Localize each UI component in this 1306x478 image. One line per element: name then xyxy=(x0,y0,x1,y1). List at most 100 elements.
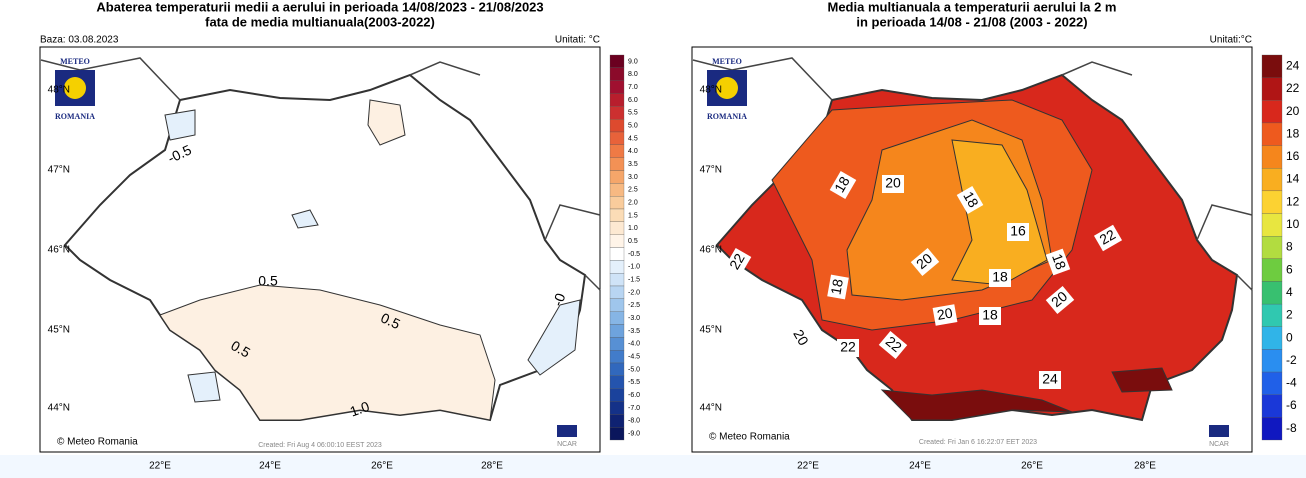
lon-label: 22°E xyxy=(797,461,819,472)
contour-label: 18 xyxy=(992,269,1008,285)
contour-area xyxy=(527,299,581,376)
legend-label: 4 xyxy=(1286,285,1293,299)
legend-label: 6.0 xyxy=(628,97,638,104)
legend-swatch xyxy=(609,362,625,376)
legend-swatch xyxy=(609,414,625,428)
legend-swatch xyxy=(609,119,625,133)
legend-label: 1.0 xyxy=(628,225,638,232)
legend-label: -4.0 xyxy=(628,341,640,348)
legend-label: -6.0 xyxy=(628,392,640,399)
credit: © Meteo Romania xyxy=(709,432,790,443)
lon-label: 28°E xyxy=(1134,461,1156,472)
legend-swatch xyxy=(1261,168,1283,192)
legend-swatch xyxy=(609,144,625,158)
logo-mark xyxy=(716,77,738,99)
contour-label-box xyxy=(932,304,958,326)
legend-label: -5.5 xyxy=(628,379,640,386)
contour-label-box xyxy=(878,331,908,359)
legend-label: -3.5 xyxy=(628,328,640,335)
legend-label: 4.5 xyxy=(628,135,638,142)
lat-label: 48°N xyxy=(700,85,722,96)
created: Created: Fri Aug 4 06:00:10 EEST 2023 xyxy=(258,442,382,449)
contour-label-box xyxy=(882,175,904,193)
legend-label: 5.5 xyxy=(628,110,638,117)
lat-label: 44°N xyxy=(700,403,722,414)
logo: METEO ROMANIA xyxy=(55,57,95,121)
lon-label: 24°E xyxy=(909,461,931,472)
ncar-logo xyxy=(1209,425,1229,437)
legend-swatch xyxy=(1261,371,1283,395)
contour-area xyxy=(159,284,496,421)
legend-label: 8.0 xyxy=(628,71,638,78)
contour-label: 22 xyxy=(840,339,856,355)
legend-swatch xyxy=(1261,122,1283,146)
contour-label-box xyxy=(837,339,859,357)
legend-label: 10 xyxy=(1286,217,1300,231)
contour-area xyxy=(1111,367,1173,393)
legend-swatch xyxy=(609,311,625,325)
contour-label: 22 xyxy=(726,250,748,272)
legend-swatch xyxy=(1261,77,1283,101)
contour-label-box xyxy=(829,170,857,200)
units: Unitati: °C xyxy=(555,35,600,46)
contour-label: 18 xyxy=(982,307,998,323)
contour-label: 22 xyxy=(1097,226,1119,248)
contour-area xyxy=(367,99,406,146)
legend-label: 1.5 xyxy=(628,212,638,219)
title: Media multianuala a temperaturii aerului… xyxy=(828,0,1117,14)
contour-label: 18 xyxy=(1049,252,1069,272)
legend-swatch xyxy=(609,131,625,145)
legend-swatch xyxy=(609,388,625,402)
legend-swatch xyxy=(609,157,625,171)
credit: © Meteo Romania xyxy=(57,437,138,448)
legend-swatch xyxy=(609,427,625,441)
logo-mark xyxy=(64,77,86,99)
legend-swatch xyxy=(1261,236,1283,259)
legend-swatch xyxy=(1261,258,1283,282)
legend-label: -7.0 xyxy=(628,405,640,412)
contour-label: 18 xyxy=(960,189,982,211)
legend-swatch xyxy=(1261,190,1283,214)
legend-swatch xyxy=(1261,281,1283,305)
legend-label: 18 xyxy=(1286,126,1300,140)
title: Abaterea temperaturii medii a aerului in… xyxy=(96,0,543,14)
contour-label: 1.0 xyxy=(348,398,372,420)
legend-label: 24 xyxy=(1286,58,1300,72)
legend-label: -2.5 xyxy=(628,302,640,309)
border-line xyxy=(692,57,1253,291)
contour-label-box xyxy=(1045,286,1075,314)
contour-label-box xyxy=(827,274,849,300)
lat-label: 45°N xyxy=(48,325,70,336)
legend-swatch xyxy=(609,234,625,248)
contour-label-box xyxy=(910,248,940,276)
legend-label: 14 xyxy=(1286,172,1300,186)
lat-label: 47°N xyxy=(700,165,722,176)
contour-label: 0.5 xyxy=(258,273,278,289)
legend-swatch xyxy=(1261,145,1283,169)
contour-label: 20 xyxy=(885,175,901,191)
map-body xyxy=(692,57,1253,422)
legend-swatch xyxy=(609,106,625,120)
legend-label: -2.0 xyxy=(628,289,640,296)
legend-swatch xyxy=(609,196,625,210)
ncar-logo xyxy=(557,425,577,437)
lat-label: 48°N xyxy=(48,85,70,96)
logo-text: METEO xyxy=(712,57,742,66)
ncar: NCAR xyxy=(1209,441,1229,448)
legend-swatch xyxy=(609,247,625,261)
legend-label: 20 xyxy=(1286,104,1300,118)
legend-swatch xyxy=(609,221,625,235)
legend-swatch xyxy=(609,324,625,338)
logo-text: METEO xyxy=(60,57,90,66)
legend-swatch xyxy=(1261,54,1283,78)
contour-area xyxy=(880,389,1073,421)
contour-label: 0.5 xyxy=(378,309,403,332)
lon-label: 22°E xyxy=(149,461,171,472)
legend-label: 0 xyxy=(1286,330,1293,344)
legend-label: 2.0 xyxy=(628,199,638,206)
lon-label: 28°E xyxy=(481,461,503,472)
contour-label: 18 xyxy=(831,173,853,195)
legend-label: -1.5 xyxy=(628,276,640,283)
created: Created: Fri Jan 6 16:22:07 EET 2023 xyxy=(919,439,1037,446)
legend-label: -4 xyxy=(1286,376,1297,390)
